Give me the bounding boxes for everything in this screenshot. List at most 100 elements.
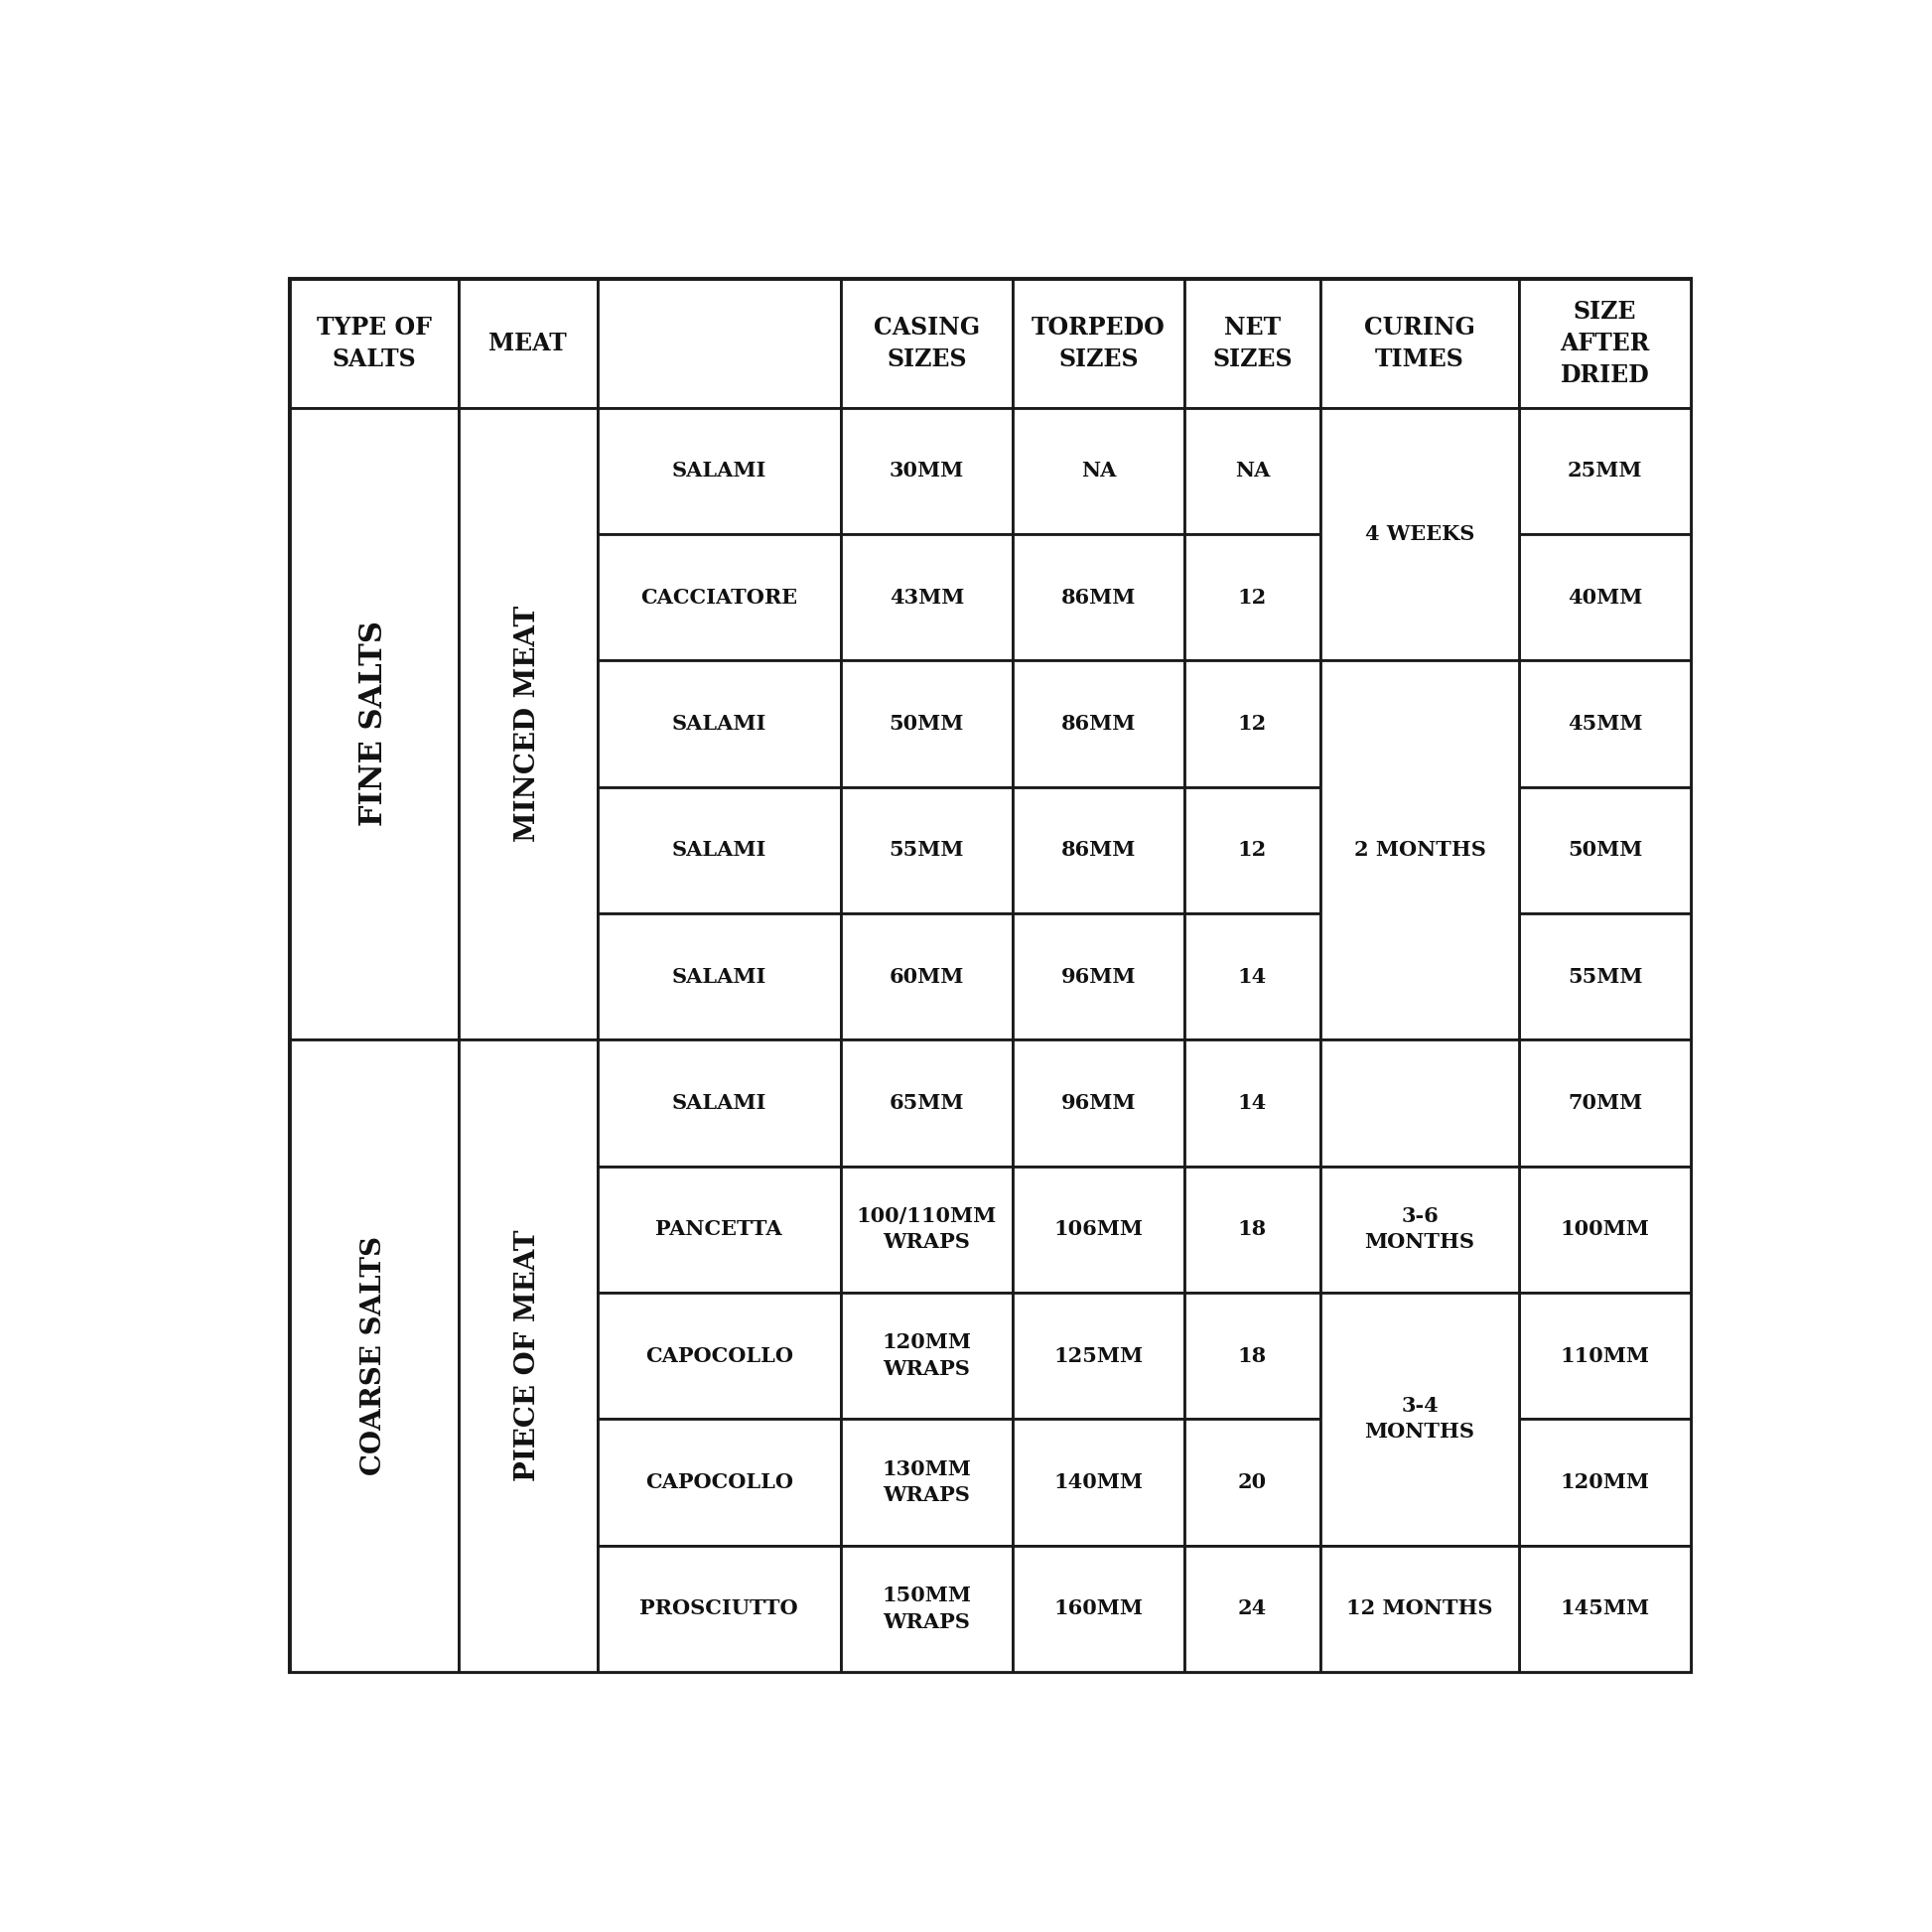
Text: 120MM: 120MM bbox=[1561, 1472, 1650, 1492]
Text: 130MM
WRAPS: 130MM WRAPS bbox=[883, 1459, 972, 1505]
Bar bbox=[1320, 408, 1519, 661]
Bar bbox=[1320, 1039, 1519, 1167]
Text: NET
SIZES: NET SIZES bbox=[1213, 317, 1293, 371]
Bar bbox=[1519, 1293, 1690, 1418]
Text: MINCED MEAT: MINCED MEAT bbox=[514, 605, 541, 842]
Bar bbox=[1519, 280, 1690, 408]
Text: 86MM: 86MM bbox=[1061, 587, 1136, 607]
Bar bbox=[1184, 533, 1320, 661]
Text: SALAMI: SALAMI bbox=[672, 1094, 767, 1113]
Text: CURING
TIMES: CURING TIMES bbox=[1364, 317, 1476, 371]
Text: CAPOCOLLO: CAPOCOLLO bbox=[645, 1472, 792, 1492]
Text: 14: 14 bbox=[1238, 966, 1267, 987]
Bar bbox=[840, 661, 1012, 786]
Bar bbox=[1012, 1167, 1184, 1293]
Text: CAPOCOLLO: CAPOCOLLO bbox=[645, 1347, 792, 1366]
Text: TORPEDO
SIZES: TORPEDO SIZES bbox=[1032, 317, 1165, 371]
Bar bbox=[1184, 1039, 1320, 1167]
Text: 12 MONTHS: 12 MONTHS bbox=[1347, 1600, 1493, 1619]
Bar bbox=[1184, 1293, 1320, 1418]
Bar bbox=[840, 1167, 1012, 1293]
Text: 96MM: 96MM bbox=[1061, 966, 1136, 987]
Text: 140MM: 140MM bbox=[1053, 1472, 1144, 1492]
Bar bbox=[1184, 1418, 1320, 1546]
Bar bbox=[597, 1293, 840, 1418]
Text: SALAMI: SALAMI bbox=[672, 966, 767, 987]
Bar bbox=[1184, 1546, 1320, 1671]
Bar bbox=[597, 1418, 840, 1546]
Bar bbox=[597, 914, 840, 1039]
Bar bbox=[1184, 280, 1320, 408]
Bar bbox=[1184, 786, 1320, 914]
Bar bbox=[1012, 280, 1184, 408]
Bar bbox=[1012, 1546, 1184, 1671]
Text: SALAMI: SALAMI bbox=[672, 713, 767, 734]
Bar bbox=[597, 1167, 840, 1293]
Bar bbox=[1320, 1546, 1519, 1671]
Text: 86MM: 86MM bbox=[1061, 840, 1136, 860]
Bar bbox=[597, 1039, 840, 1167]
Bar bbox=[1012, 1039, 1184, 1167]
Text: 96MM: 96MM bbox=[1061, 1094, 1136, 1113]
Bar bbox=[458, 280, 597, 408]
Text: CACCIATORE: CACCIATORE bbox=[641, 587, 798, 607]
Bar bbox=[1012, 408, 1184, 533]
Text: 150MM
WRAPS: 150MM WRAPS bbox=[883, 1586, 972, 1633]
Bar bbox=[290, 1039, 458, 1671]
Text: 12: 12 bbox=[1238, 587, 1267, 607]
Text: 18: 18 bbox=[1238, 1347, 1267, 1366]
Text: CASING
SIZES: CASING SIZES bbox=[873, 317, 980, 371]
Text: 12: 12 bbox=[1238, 713, 1267, 734]
Bar bbox=[597, 408, 840, 533]
Text: 120MM
WRAPS: 120MM WRAPS bbox=[883, 1333, 972, 1379]
Bar bbox=[1519, 914, 1690, 1039]
Text: NA: NA bbox=[1235, 462, 1269, 481]
Text: 12: 12 bbox=[1238, 840, 1267, 860]
Text: 4 WEEKS: 4 WEEKS bbox=[1364, 524, 1474, 545]
Bar bbox=[597, 786, 840, 914]
Bar bbox=[1519, 1546, 1690, 1671]
Text: 2 MONTHS: 2 MONTHS bbox=[1354, 840, 1486, 860]
Bar bbox=[840, 1039, 1012, 1167]
Bar bbox=[840, 1418, 1012, 1546]
Text: 24: 24 bbox=[1238, 1600, 1267, 1619]
Text: FINE SALTS: FINE SALTS bbox=[359, 620, 388, 827]
Bar bbox=[840, 1293, 1012, 1418]
Bar bbox=[1012, 1293, 1184, 1418]
Text: 86MM: 86MM bbox=[1061, 713, 1136, 734]
Bar bbox=[597, 533, 840, 661]
Text: 100MM: 100MM bbox=[1561, 1219, 1650, 1238]
Text: MEAT: MEAT bbox=[489, 332, 566, 355]
Bar bbox=[1320, 280, 1519, 408]
Text: 60MM: 60MM bbox=[889, 966, 964, 987]
Bar bbox=[1320, 661, 1519, 1039]
Text: 45MM: 45MM bbox=[1567, 713, 1642, 734]
Text: 43MM: 43MM bbox=[889, 587, 964, 607]
Text: 50MM: 50MM bbox=[1567, 840, 1642, 860]
Bar bbox=[1519, 1039, 1690, 1167]
Bar bbox=[1184, 408, 1320, 533]
Text: PROSCIUTTO: PROSCIUTTO bbox=[639, 1600, 798, 1619]
Text: PANCETTA: PANCETTA bbox=[655, 1219, 782, 1238]
Bar bbox=[597, 280, 840, 408]
Text: 3-4
MONTHS: 3-4 MONTHS bbox=[1364, 1397, 1474, 1441]
Bar bbox=[1519, 786, 1690, 914]
Text: COARSE SALTS: COARSE SALTS bbox=[361, 1236, 386, 1476]
Text: 110MM: 110MM bbox=[1561, 1347, 1650, 1366]
Bar bbox=[1184, 914, 1320, 1039]
Bar bbox=[840, 280, 1012, 408]
Text: 70MM: 70MM bbox=[1567, 1094, 1642, 1113]
Bar bbox=[1012, 786, 1184, 914]
Bar bbox=[1519, 1167, 1690, 1293]
Bar bbox=[1012, 533, 1184, 661]
Bar bbox=[458, 1039, 597, 1671]
Text: 40MM: 40MM bbox=[1567, 587, 1642, 607]
Text: PIECE OF MEAT: PIECE OF MEAT bbox=[514, 1231, 541, 1482]
Bar bbox=[840, 786, 1012, 914]
Text: SIZE
AFTER
DRIED: SIZE AFTER DRIED bbox=[1561, 299, 1650, 386]
Text: 100/110MM
WRAPS: 100/110MM WRAPS bbox=[856, 1206, 997, 1252]
Text: 20: 20 bbox=[1238, 1472, 1267, 1492]
Bar bbox=[597, 1546, 840, 1671]
Text: 14: 14 bbox=[1238, 1094, 1267, 1113]
Text: SALAMI: SALAMI bbox=[672, 462, 767, 481]
